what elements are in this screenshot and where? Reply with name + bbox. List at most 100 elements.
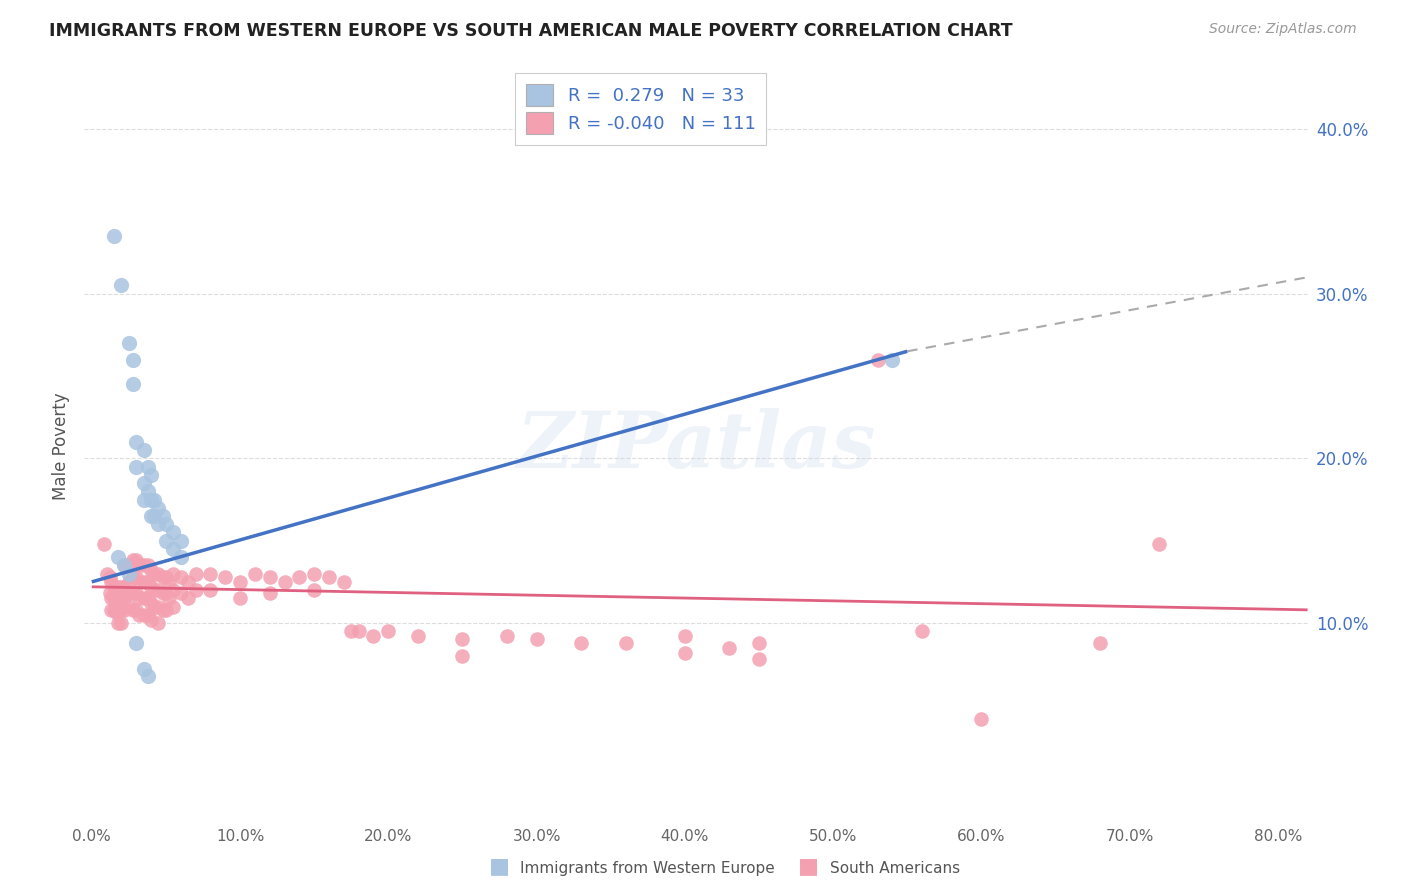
Point	[104, 591, 127, 606]
Point	[122, 586, 145, 600]
Point	[302, 566, 325, 581]
Point	[96, 566, 118, 581]
Point	[157, 591, 180, 606]
Point	[406, 629, 429, 643]
Point	[128, 558, 150, 573]
Point	[118, 574, 141, 589]
Point	[214, 570, 236, 584]
Point	[152, 603, 174, 617]
Point	[103, 580, 125, 594]
Point	[104, 580, 127, 594]
Point	[107, 615, 129, 630]
Point	[148, 599, 170, 614]
Point	[288, 570, 311, 584]
Point	[132, 443, 155, 458]
Point	[259, 586, 281, 600]
Point	[105, 583, 128, 598]
Point	[112, 603, 135, 617]
Point	[107, 603, 129, 617]
Point	[184, 566, 207, 581]
Point	[152, 570, 174, 584]
Point	[139, 613, 162, 627]
Point	[170, 550, 193, 565]
Point	[107, 550, 129, 565]
Point	[104, 603, 127, 617]
Point	[273, 574, 295, 589]
Text: Immigrants from Western Europe: Immigrants from Western Europe	[520, 861, 775, 876]
Point	[148, 583, 170, 598]
Point	[139, 492, 162, 507]
Point	[363, 629, 385, 643]
Point	[93, 537, 115, 551]
Point	[122, 377, 145, 392]
Point	[177, 574, 200, 589]
Point	[148, 615, 170, 630]
Point	[377, 624, 399, 639]
Point	[748, 636, 770, 650]
Point	[132, 558, 155, 573]
Point	[125, 603, 148, 617]
Point	[110, 603, 132, 617]
Point	[148, 566, 170, 581]
Point	[347, 624, 370, 639]
Point	[155, 603, 177, 617]
Point	[128, 591, 150, 606]
Point	[98, 586, 121, 600]
Point	[170, 570, 193, 584]
Point	[333, 574, 356, 589]
Point	[970, 712, 993, 726]
Point	[157, 574, 180, 589]
Point	[110, 591, 132, 606]
Point	[673, 629, 696, 643]
Point	[103, 603, 125, 617]
Point	[162, 525, 184, 540]
Point	[122, 603, 145, 617]
Point	[110, 615, 132, 630]
Point	[112, 558, 135, 573]
Point	[122, 553, 145, 567]
Point	[132, 662, 155, 676]
Point	[143, 492, 166, 507]
Text: ZIPatlas: ZIPatlas	[516, 408, 876, 484]
Point	[243, 566, 266, 581]
Point	[162, 599, 184, 614]
Point	[136, 669, 159, 683]
Point	[911, 624, 934, 639]
Point	[103, 591, 125, 606]
Point	[110, 580, 132, 594]
Point	[748, 652, 770, 666]
Point	[105, 594, 128, 608]
Point	[125, 553, 148, 567]
Point	[162, 541, 184, 556]
Point	[125, 570, 148, 584]
Point	[177, 591, 200, 606]
Point	[132, 607, 155, 622]
Point	[132, 591, 155, 606]
Point	[112, 591, 135, 606]
Point	[200, 566, 222, 581]
Point	[98, 570, 121, 584]
Point	[184, 583, 207, 598]
Point	[451, 648, 474, 663]
Point	[110, 278, 132, 293]
Point	[143, 508, 166, 523]
Point	[122, 570, 145, 584]
Point	[170, 533, 193, 548]
Point	[118, 336, 141, 351]
Point	[136, 459, 159, 474]
Point	[302, 583, 325, 598]
Point	[139, 508, 162, 523]
Text: Source: ZipAtlas.com: Source: ZipAtlas.com	[1209, 22, 1357, 37]
Point	[107, 591, 129, 606]
Legend: R =  0.279   N = 33, R = -0.040   N = 111: R = 0.279 N = 33, R = -0.040 N = 111	[516, 73, 766, 145]
Point	[155, 533, 177, 548]
Point	[139, 580, 162, 594]
Point	[136, 591, 159, 606]
Point	[132, 492, 155, 507]
Point	[136, 484, 159, 499]
Point	[155, 517, 177, 532]
Point	[128, 607, 150, 622]
Point	[100, 603, 122, 617]
Point	[103, 229, 125, 244]
Point	[229, 591, 252, 606]
